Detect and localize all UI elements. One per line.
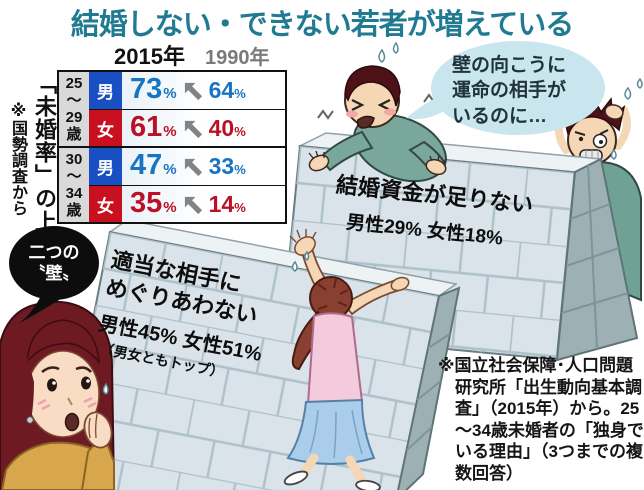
- speech-bubble: [431, 41, 605, 135]
- rate-values: 61% 40%: [122, 110, 285, 146]
- rise-arrow-icon: [183, 81, 204, 102]
- source-footnote: ※国立社会保障･人口問題研究所「出生動向基本調査」（2015年）から。25～34…: [438, 356, 644, 483]
- rate-1990-value: 64: [208, 77, 235, 103]
- man-pushing-wall-illustration: [308, 41, 447, 183]
- rise-arrow-icon: [183, 157, 204, 178]
- table-row: 女 61% 40%: [89, 109, 285, 146]
- worried-woman-illustration: [0, 300, 116, 490]
- rate-2015-value: 73: [130, 73, 163, 105]
- rise-arrow-icon: [183, 119, 204, 140]
- table-row: 男 47% 33%: [89, 148, 285, 185]
- age-group-25-29: 25 〜 29 歳 男 73% 64% 女 61% 40%: [59, 72, 285, 148]
- percent-sign: %: [234, 124, 246, 139]
- rise-arrow-icon: [183, 195, 204, 216]
- rate-1990-value: 14: [208, 191, 235, 217]
- column-header-2015: 2015年: [114, 44, 185, 69]
- rate-2015-value: 47: [130, 149, 163, 181]
- percent-sign: %: [234, 86, 246, 101]
- age-group-rows: 男 47% 33% 女 35% 14%: [89, 148, 285, 222]
- page-title: 結婚しない・できない若者が増えている: [70, 9, 575, 41]
- gender-badge-female: 女: [89, 110, 122, 146]
- unmarried-rate-table: 25 〜 29 歳 男 73% 64% 女 61% 40%: [57, 70, 287, 224]
- rate-2015-value: 61: [130, 111, 163, 143]
- two-walls-bubble-text: 二つの 〝壁〟: [28, 242, 80, 283]
- percent-sign: %: [163, 161, 177, 178]
- rate-values: 35% 14%: [122, 186, 285, 222]
- woman-pushing-wall-illustration: [283, 229, 410, 490]
- age-group-label: 30 〜 34 歳: [59, 148, 89, 222]
- gender-badge-female: 女: [89, 186, 122, 222]
- percent-sign: %: [163, 85, 177, 102]
- two-walls-bubble: 二つの 〝壁〟: [9, 226, 99, 300]
- age-group-rows: 男 73% 64% 女 61% 40%: [89, 72, 285, 146]
- age-group-label: 25 〜 29 歳: [59, 72, 89, 146]
- percent-sign: %: [234, 200, 246, 215]
- table-side-label: 「未婚率」の上昇: [32, 72, 57, 256]
- percent-sign: %: [234, 162, 246, 177]
- table-source-note: ※国勢調査から: [9, 101, 26, 216]
- rate-2015-value: 35: [130, 187, 163, 219]
- percent-sign: %: [163, 123, 177, 140]
- gender-badge-male: 男: [89, 148, 122, 185]
- two-walls-bubble-tail: [18, 294, 64, 324]
- percent-sign: %: [163, 199, 177, 216]
- rate-values: 73% 64%: [122, 72, 285, 109]
- rate-values: 47% 33%: [122, 148, 285, 185]
- speech-bubble-text: 壁の向こうに 運命の相手が いるのに…: [452, 55, 567, 127]
- table-row: 男 73% 64%: [89, 72, 285, 109]
- column-header-1990: 1990年: [205, 47, 270, 69]
- table-row: 女 35% 14%: [89, 185, 285, 222]
- gender-badge-male: 男: [89, 72, 122, 109]
- age-group-30-34: 30 〜 34 歳 男 47% 33% 女 35% 14%: [59, 148, 285, 222]
- rate-1990-value: 33: [208, 153, 235, 179]
- rate-1990-value: 40: [208, 115, 235, 141]
